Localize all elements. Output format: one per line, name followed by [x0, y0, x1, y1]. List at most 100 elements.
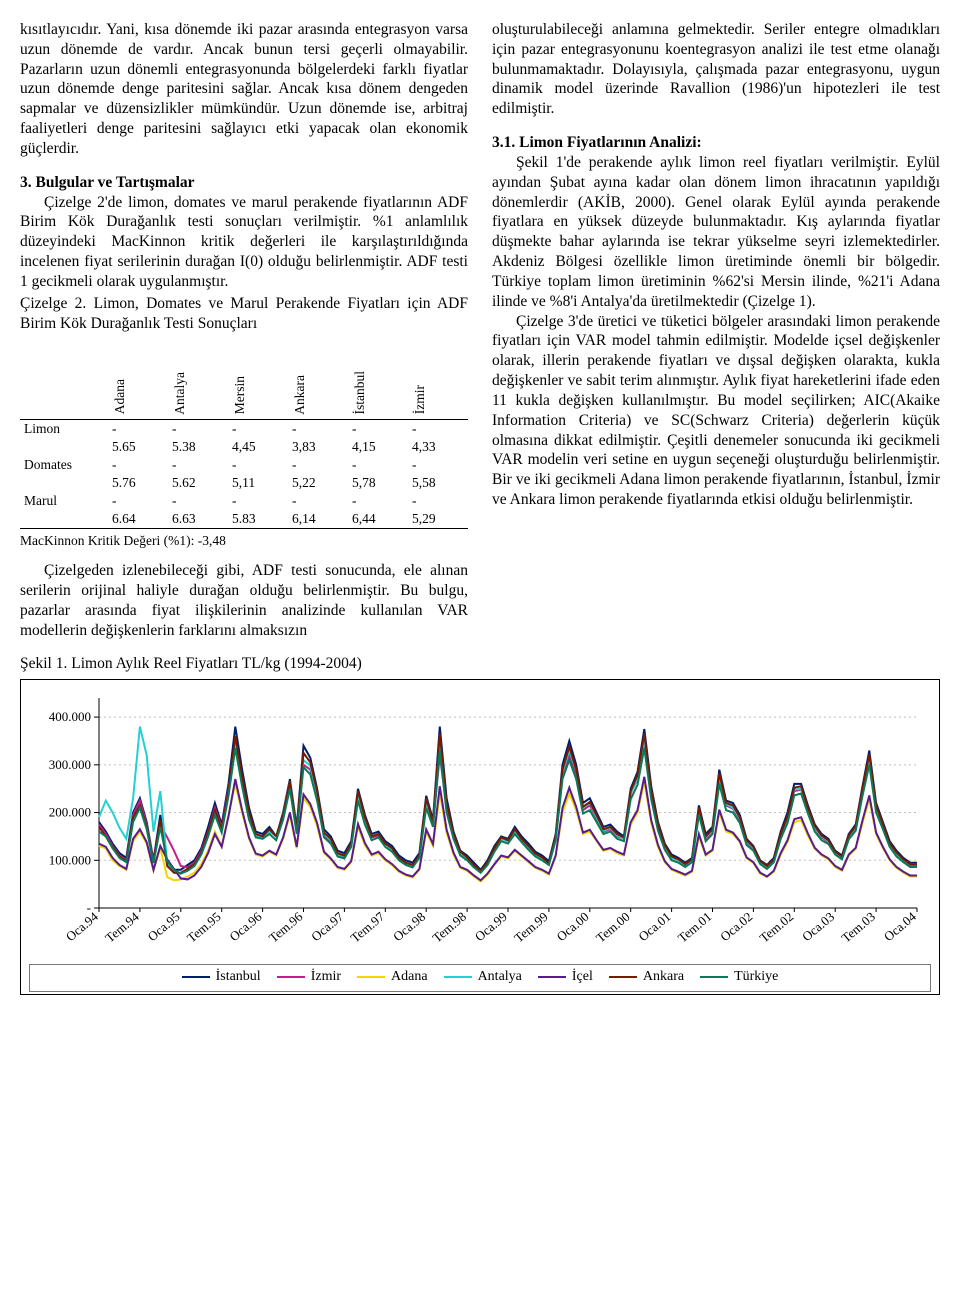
- table-row-label: Marul: [20, 492, 108, 510]
- table-value-cell: 5,29: [408, 510, 468, 529]
- x-tick-label: Tem.95: [184, 909, 224, 946]
- table-dash-cell: -: [228, 420, 288, 439]
- section-31-title: 3.1. Limon Fiyatlarının Analizi:: [492, 134, 702, 151]
- para-r2: Şekil 1'de perakende aylık limon reel fi…: [492, 153, 940, 312]
- table-value-cell: 4,45: [228, 438, 288, 456]
- x-tick-label: Tem.98: [429, 909, 469, 946]
- legend-item: Antalya: [444, 969, 522, 985]
- table-value-cell: 4,15: [348, 438, 408, 456]
- table-dash-cell: -: [108, 456, 168, 474]
- legend-swatch: [609, 976, 637, 978]
- legend-label: Antalya: [478, 969, 522, 985]
- right-column: oluşturulabileceği anlamına gelmektedir.…: [492, 20, 940, 641]
- y-tick-label: 300.000: [49, 757, 91, 772]
- legend-swatch: [538, 976, 566, 978]
- series-line: [99, 726, 917, 873]
- x-tick-label: Tem.94: [102, 908, 142, 945]
- table-dash-cell: -: [168, 456, 228, 474]
- section-3-title: 3. Bulgular ve Tartışmalar: [20, 174, 195, 191]
- para-r3: Çizelge 3'de üretici ve tüketici bölgele…: [492, 312, 940, 510]
- legend-swatch: [182, 976, 210, 978]
- table-col-header: Mersin: [232, 376, 248, 414]
- para-after-table: Çizelgeden izlenebileceği gibi, ADF test…: [20, 561, 468, 640]
- adf-table: AdanaAntalyaMersinAnkaraİstanbulİzmirLim…: [20, 335, 468, 529]
- x-tick-label: Oca.02: [717, 909, 755, 944]
- series-line: [99, 741, 917, 872]
- table-value-cell: 5.76: [108, 474, 168, 492]
- series-line: [99, 734, 917, 873]
- legend-swatch: [700, 976, 728, 978]
- x-tick-label: Oca.01: [635, 909, 673, 944]
- legend-item: İzmir: [277, 969, 341, 985]
- x-tick-label: Tem.97: [348, 908, 388, 945]
- legend-label: Ankara: [643, 969, 684, 985]
- x-tick-label: Tem.00: [593, 909, 633, 946]
- table-col-header: İzmir: [412, 385, 428, 414]
- para-r1: oluşturulabileceği anlamına gelmektedir.…: [492, 20, 940, 119]
- table-value-cell: 5,78: [348, 474, 408, 492]
- para-sec3: Çizelge 2'de limon, domates ve marul per…: [20, 193, 468, 292]
- legend-swatch: [444, 976, 472, 978]
- x-tick-label: Oca.04: [881, 908, 920, 944]
- x-tick-label: Oca.98: [390, 909, 428, 944]
- legend-item: Türkiye: [700, 969, 778, 985]
- table-dash-cell: -: [408, 492, 468, 510]
- table-dash-cell: -: [288, 456, 348, 474]
- x-tick-label: Tem.02: [757, 909, 797, 946]
- table-dash-cell: -: [408, 420, 468, 439]
- table-dash-cell: -: [228, 492, 288, 510]
- table-value-cell: 5,58: [408, 474, 468, 492]
- table-value-cell: 5.38: [168, 438, 228, 456]
- table-value-cell: 5.65: [108, 438, 168, 456]
- x-tick-label: Tem.01: [675, 909, 715, 946]
- series-line: [99, 748, 917, 874]
- x-tick-label: Tem.03: [838, 909, 878, 946]
- table-col-header: Antalya: [172, 372, 188, 415]
- legend-swatch: [357, 976, 385, 978]
- x-tick-label: Oca.99: [472, 909, 510, 944]
- legend-label: İzmir: [311, 969, 341, 985]
- x-tick-label: Oca.00: [554, 909, 592, 944]
- x-tick-label: Oca.97: [308, 908, 347, 944]
- table-value-cell: 5,22: [288, 474, 348, 492]
- table-dash-cell: -: [168, 492, 228, 510]
- legend-label: İstanbul: [216, 969, 261, 985]
- limon-price-line-chart: -100.000200.000300.000400.000Oca.94Tem.9…: [29, 688, 929, 958]
- table-value-cell: 4,33: [408, 438, 468, 456]
- table-value-cell: 5.62: [168, 474, 228, 492]
- table-value-cell: 5.83: [228, 510, 288, 529]
- table-value-cell: 6,14: [288, 510, 348, 529]
- legend-label: Türkiye: [734, 969, 778, 985]
- x-tick-label: Oca.03: [799, 909, 837, 944]
- x-tick-label: Oca.95: [145, 909, 183, 944]
- table-dash-cell: -: [348, 492, 408, 510]
- table-value-cell: 6.63: [168, 510, 228, 529]
- table-dash-cell: -: [288, 420, 348, 439]
- table-value-cell: 6,44: [348, 510, 408, 529]
- table-dash-cell: -: [348, 420, 408, 439]
- y-tick-label: 100.000: [49, 852, 91, 867]
- y-tick-label: 200.000: [49, 804, 91, 819]
- chart-legend: İstanbul İzmir Adana Antalya İçel Ankara Türki…: [29, 964, 931, 992]
- table-row-label: Domates: [20, 456, 108, 474]
- y-tick-label: 400.000: [49, 709, 91, 724]
- table-dash-cell: -: [288, 492, 348, 510]
- x-tick-label: Tem.99: [511, 909, 551, 946]
- legend-item: İçel: [538, 969, 593, 985]
- x-tick-label: Oca.96: [226, 908, 265, 944]
- legend-label: Adana: [391, 969, 428, 985]
- table-dash-cell: -: [408, 456, 468, 474]
- legend-item: İstanbul: [182, 969, 261, 985]
- table-value-cell: 6.64: [108, 510, 168, 529]
- table-dash-cell: -: [348, 456, 408, 474]
- legend-swatch: [277, 976, 305, 978]
- table-col-header: Adana: [112, 379, 128, 414]
- table-dash-cell: -: [168, 420, 228, 439]
- table-value-cell: 3,83: [288, 438, 348, 456]
- left-column: kısıtlayıcıdır. Yani, kısa dönemde iki p…: [20, 20, 468, 641]
- adf-footnote: MacKinnon Kritik Değeri (%1): -3,48: [20, 533, 468, 549]
- legend-item: Adana: [357, 969, 428, 985]
- table-dash-cell: -: [228, 456, 288, 474]
- table2-caption: Çizelge 2. Limon, Domates ve Marul Perak…: [20, 294, 468, 334]
- x-tick-label: Tem.96: [266, 908, 306, 945]
